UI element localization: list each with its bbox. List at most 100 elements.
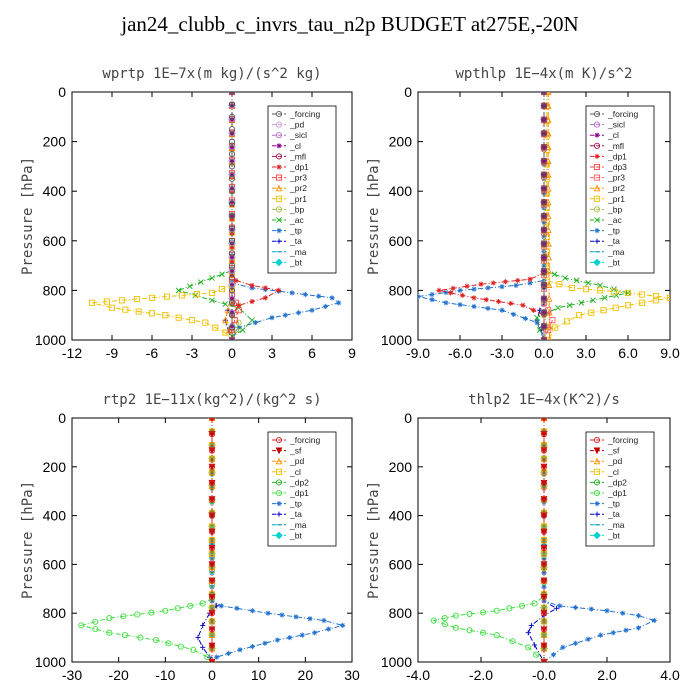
series-group <box>418 92 670 340</box>
series-cl-point <box>229 144 235 150</box>
y-tick-label: 0 <box>58 84 66 100</box>
series-tp-point <box>572 604 579 611</box>
series-forcing-point <box>208 610 216 617</box>
legend-ac-marker <box>276 217 282 223</box>
series-forcing-point <box>540 171 548 178</box>
series-pd-point <box>540 617 548 625</box>
series-tp-point <box>527 280 533 286</box>
series-forcing-point <box>228 324 236 331</box>
series-pr2-point <box>544 92 552 96</box>
series-dp1-point <box>495 298 502 305</box>
series-pr3-point <box>545 327 552 334</box>
series-dp1-point <box>533 651 540 658</box>
series-forcing-point <box>228 212 236 220</box>
series-tp-point <box>234 605 240 611</box>
series-pr1-point <box>652 293 660 300</box>
series-forcing-point <box>540 254 548 261</box>
series-cl-point <box>229 296 235 302</box>
series-ac-point <box>209 275 215 281</box>
series-forcing-point <box>540 199 548 206</box>
series-tp-point <box>287 635 293 641</box>
series-dp1-point <box>174 605 181 612</box>
series-dp1-point <box>466 610 473 618</box>
legend-ta-marker <box>276 511 282 517</box>
legend-tp-label: _tp <box>289 499 302 509</box>
series-tp-line <box>418 92 545 340</box>
series-tp-point <box>651 617 657 624</box>
chart-panel-3: rtp2 1E−11x(kg^2)/(kg^2 s) Pressure [hPa]… <box>20 392 360 683</box>
series-pr1-point <box>612 304 619 311</box>
series-pd-point <box>540 468 548 476</box>
series-forcing-point <box>208 528 216 535</box>
figure-title: jan24_clubb_c_invrs_tau_n2p BUDGET at275… <box>121 12 579 36</box>
series-ac-point <box>613 292 620 299</box>
series-tp-point <box>225 650 231 657</box>
legend-mfl-label: _mfl <box>289 151 306 161</box>
series-tp-point <box>209 542 215 548</box>
legend-pd-label: _pd <box>289 120 304 130</box>
series-pr1-point <box>178 292 186 299</box>
series-forcing-point <box>540 418 548 422</box>
series-forcing-point <box>540 463 548 470</box>
series-pr1-point <box>610 288 618 295</box>
y-tick-label: 600 <box>389 233 413 249</box>
series-tp-line <box>543 418 656 662</box>
series-dp1-point <box>137 634 144 641</box>
panel-title: wprtp 1E−7x(m kg)/(s^2 kg) <box>102 66 321 82</box>
series-dp1-point <box>483 297 489 303</box>
legend-tp-marker <box>276 228 282 234</box>
series-forcing-point <box>228 175 236 182</box>
series-forcing-point <box>540 226 548 233</box>
series-pr1-point <box>133 296 141 303</box>
legend-bt-marker <box>593 531 601 540</box>
series-dp1-point <box>229 258 235 265</box>
series-forcing-point <box>228 138 236 145</box>
series-dp1-point <box>515 277 521 284</box>
series-tp-point <box>269 315 275 321</box>
series-forcing-point <box>228 262 236 269</box>
series-dp1-point <box>236 302 242 308</box>
series-dp1-point <box>199 600 206 607</box>
series-tp-point <box>322 303 328 310</box>
legend-forcing-marker <box>275 110 283 118</box>
series-dp1-point <box>134 611 141 618</box>
x-tick-label: -9.0 <box>406 345 430 361</box>
series-pr1-point <box>564 318 571 325</box>
series-dp1-point <box>276 287 282 293</box>
series-forcing-point <box>540 268 548 275</box>
legend-sicl-label: _sicl <box>289 130 307 140</box>
x-tick-label: 4.0 <box>660 667 680 683</box>
series-group <box>78 418 346 662</box>
x-tick-label: -4.0 <box>406 667 430 683</box>
legend-pd-marker <box>593 457 601 465</box>
series-ac-point <box>590 297 596 304</box>
series-dp1-point <box>152 636 160 644</box>
series-forcing-point <box>208 418 216 422</box>
series-tp-point <box>534 320 540 326</box>
legend-mfl-marker <box>275 153 283 160</box>
legend-pd-marker <box>275 457 283 465</box>
series-tp-point <box>316 293 322 299</box>
x-tick-label: -20 <box>109 667 129 683</box>
legend-sf-marker <box>593 447 601 455</box>
series-dp1-point <box>92 626 99 633</box>
series-forcing-point <box>208 545 216 552</box>
series-forcing-point <box>228 92 236 96</box>
legend-forcing-label: _forcing <box>607 435 639 445</box>
series-pd-point <box>540 549 548 557</box>
legend-mfl-marker <box>593 142 601 149</box>
series-ac-point <box>585 280 592 286</box>
series-dp1-point <box>520 302 526 308</box>
series-pr2-point <box>545 295 553 302</box>
series-tp-point <box>321 617 327 624</box>
series-tp-point <box>299 632 305 638</box>
series-dp1-point <box>148 609 155 616</box>
series-forcing-point <box>228 163 236 170</box>
legend-dp1-marker <box>593 489 601 497</box>
y-tick-label: 800 <box>43 282 67 298</box>
legend-bp-marker <box>593 206 601 213</box>
series-dp1-point <box>249 282 255 289</box>
legend-dp2-label: _dp2 <box>607 477 627 487</box>
legend: _forcing_sf_pd_cl_dp2_dp1_tp_ta_ma_bt <box>267 431 337 547</box>
